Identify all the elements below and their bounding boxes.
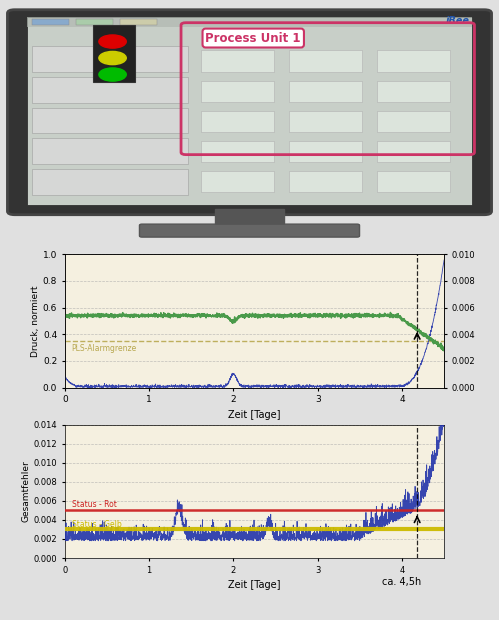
Bar bbox=[288, 141, 362, 162]
Bar bbox=[32, 77, 188, 103]
Text: iBee: iBee bbox=[446, 16, 470, 25]
Bar bbox=[288, 111, 362, 132]
Bar bbox=[32, 107, 188, 133]
Bar bbox=[201, 141, 274, 162]
Bar bbox=[288, 50, 362, 72]
Circle shape bbox=[99, 35, 126, 48]
Y-axis label: Druck, normiert: Druck, normiert bbox=[31, 285, 40, 356]
Bar bbox=[32, 19, 68, 25]
Circle shape bbox=[99, 68, 126, 81]
Bar bbox=[201, 111, 274, 132]
Bar bbox=[32, 169, 188, 195]
FancyBboxPatch shape bbox=[140, 224, 359, 237]
X-axis label: Zeit [Tage]: Zeit [Tage] bbox=[228, 580, 281, 590]
Bar bbox=[377, 141, 450, 162]
Circle shape bbox=[99, 51, 126, 64]
Bar bbox=[27, 17, 472, 27]
Bar bbox=[76, 19, 113, 25]
Bar bbox=[215, 209, 284, 226]
Text: PLS-Alarmgrenze: PLS-Alarmgrenze bbox=[72, 344, 137, 353]
FancyBboxPatch shape bbox=[7, 10, 492, 215]
Text: Status - Gelb: Status - Gelb bbox=[72, 520, 121, 529]
Bar bbox=[93, 25, 135, 82]
Text: Process Unit 1: Process Unit 1 bbox=[206, 32, 301, 45]
Bar bbox=[32, 46, 188, 72]
Text: ca. 4,5h: ca. 4,5h bbox=[382, 577, 422, 587]
Bar bbox=[288, 171, 362, 192]
Bar bbox=[377, 50, 450, 72]
Bar bbox=[377, 81, 450, 102]
Bar bbox=[27, 17, 472, 205]
Bar bbox=[32, 138, 188, 164]
Bar bbox=[201, 50, 274, 72]
X-axis label: Zeit [Tage]: Zeit [Tage] bbox=[228, 410, 281, 420]
Bar bbox=[201, 81, 274, 102]
Bar bbox=[120, 19, 157, 25]
Bar bbox=[201, 171, 274, 192]
Text: Status - Rot: Status - Rot bbox=[72, 500, 116, 510]
Bar bbox=[288, 81, 362, 102]
Y-axis label: Gesamtfehler: Gesamtfehler bbox=[21, 461, 31, 522]
Bar bbox=[377, 111, 450, 132]
Bar bbox=[377, 171, 450, 192]
